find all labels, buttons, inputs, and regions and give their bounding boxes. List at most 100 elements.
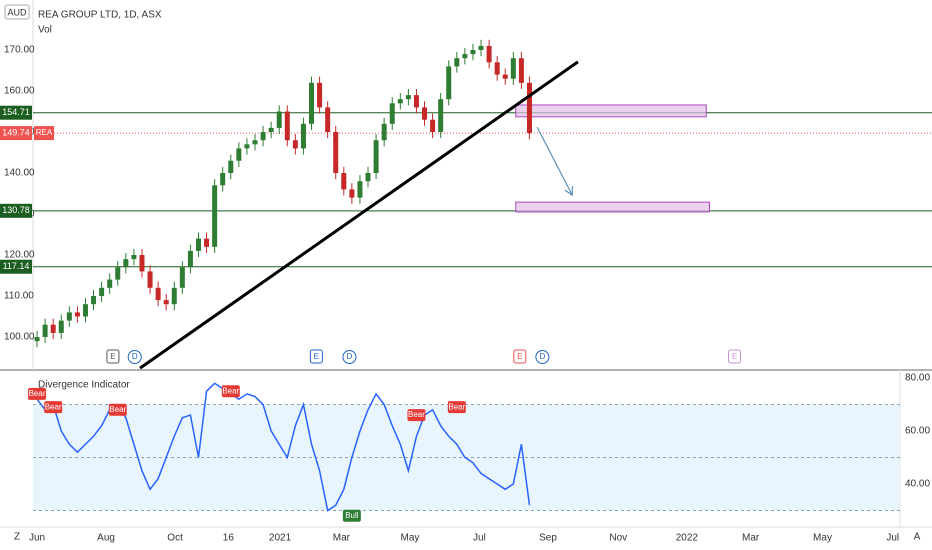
signal-label: Bear — [109, 405, 126, 414]
candle-body — [300, 123, 306, 149]
candle-body — [413, 95, 419, 108]
candle-body — [252, 140, 258, 145]
y-tick-label: 100.00 — [4, 332, 35, 343]
x-tick-label: Nov — [609, 533, 627, 544]
zone-box — [515, 104, 707, 118]
x-tick-label: May — [813, 533, 832, 544]
candle-body — [430, 119, 436, 133]
candle-body — [91, 296, 97, 305]
candle-body — [276, 111, 282, 128]
candle-body — [115, 267, 121, 280]
candle-body — [163, 300, 169, 305]
signal-tag — [221, 385, 240, 398]
signal-label: Bear — [45, 402, 62, 411]
candle-body — [486, 45, 492, 63]
candle-body — [349, 189, 355, 198]
arrow — [536, 126, 573, 196]
event-marker — [127, 350, 142, 364]
signal-tag — [447, 401, 466, 414]
signal-label: Bull — [345, 511, 359, 520]
y-tick-label: 140.00 — [4, 168, 35, 179]
event-marker — [309, 349, 323, 364]
candle-body — [309, 82, 315, 124]
candle-body — [284, 111, 290, 141]
event-label: D — [347, 352, 353, 361]
signal-label: Bear — [448, 402, 465, 411]
candle-body — [99, 287, 105, 297]
indicator-tick-label: 60.00 — [905, 426, 930, 437]
event-marker — [106, 349, 120, 364]
candle-body — [204, 238, 210, 247]
event-marker — [728, 349, 742, 364]
candle-body — [325, 107, 331, 133]
event-label: D — [539, 352, 545, 361]
event-marker — [535, 350, 550, 364]
candle-body — [502, 74, 508, 79]
event-label: E — [517, 352, 522, 361]
zoom-button[interactable]: Z — [14, 532, 20, 543]
candle-body — [365, 173, 371, 182]
candle-body — [341, 173, 347, 190]
last-price-label: 149.74 — [2, 127, 30, 137]
candle-body — [187, 250, 193, 268]
candle-body — [123, 259, 129, 268]
signal-label: Bear — [408, 410, 425, 419]
x-tick-label: Jul — [473, 533, 486, 544]
candle-body — [526, 82, 532, 134]
signal-tag — [342, 509, 361, 522]
auto-button[interactable]: A — [914, 532, 921, 543]
candle-body — [454, 58, 460, 67]
currency: AUD — [7, 7, 27, 17]
candle-body — [220, 173, 226, 186]
y-tick-label: 110.00 — [4, 291, 34, 302]
level-tag-label: 117.14 — [3, 261, 30, 271]
candle-body — [212, 185, 218, 247]
candle-body — [518, 58, 524, 83]
candle-body — [107, 279, 113, 288]
candle-body — [333, 132, 339, 174]
candle-body — [381, 123, 387, 141]
candle-body — [397, 99, 403, 104]
candle-body — [179, 267, 185, 288]
candle-body — [405, 95, 411, 100]
level-tag-label: 154.71 — [2, 107, 30, 117]
event-label: E — [110, 352, 115, 361]
x-tick-label: Oct — [167, 533, 183, 544]
y-tick-label: 160.00 — [4, 86, 35, 97]
candle-body — [82, 304, 88, 317]
candle-body — [74, 312, 80, 317]
candle-body — [131, 255, 137, 260]
y-tick-label: 120.00 — [4, 250, 35, 261]
candle-body — [34, 337, 40, 342]
candle-body — [462, 54, 468, 59]
candle-body — [446, 66, 452, 100]
candle-body — [66, 312, 72, 321]
candle-body — [244, 144, 250, 149]
indicator-tick-label: 80.00 — [905, 373, 930, 384]
candle-body — [422, 107, 428, 120]
arrow-head — [564, 186, 574, 197]
signal-tag — [108, 403, 127, 416]
symbol-tag-label: REA — [36, 128, 53, 137]
event-label: E — [732, 352, 737, 361]
x-tick-label: Jul — [886, 533, 899, 544]
x-tick-label: May — [401, 533, 420, 544]
candle-body — [470, 50, 476, 55]
chart-subtitle: Vol — [38, 25, 52, 36]
candle-body — [373, 140, 379, 174]
candle-body — [260, 132, 266, 141]
signal-tag — [44, 401, 63, 414]
candle-body — [50, 324, 56, 333]
candle-body — [236, 148, 242, 161]
level-tag — [0, 259, 32, 274]
candle-body — [228, 160, 234, 174]
signal-label: Bear — [222, 386, 239, 395]
level-tag — [0, 105, 32, 120]
currency-box[interactable] — [4, 4, 30, 20]
x-tick-label: Sep — [539, 533, 557, 544]
chart-title: REA GROUP LTD, 1D, ASX — [38, 10, 162, 21]
event-label: D — [132, 352, 138, 361]
x-tick-label: Mar — [333, 533, 351, 544]
candle-body — [438, 99, 444, 133]
